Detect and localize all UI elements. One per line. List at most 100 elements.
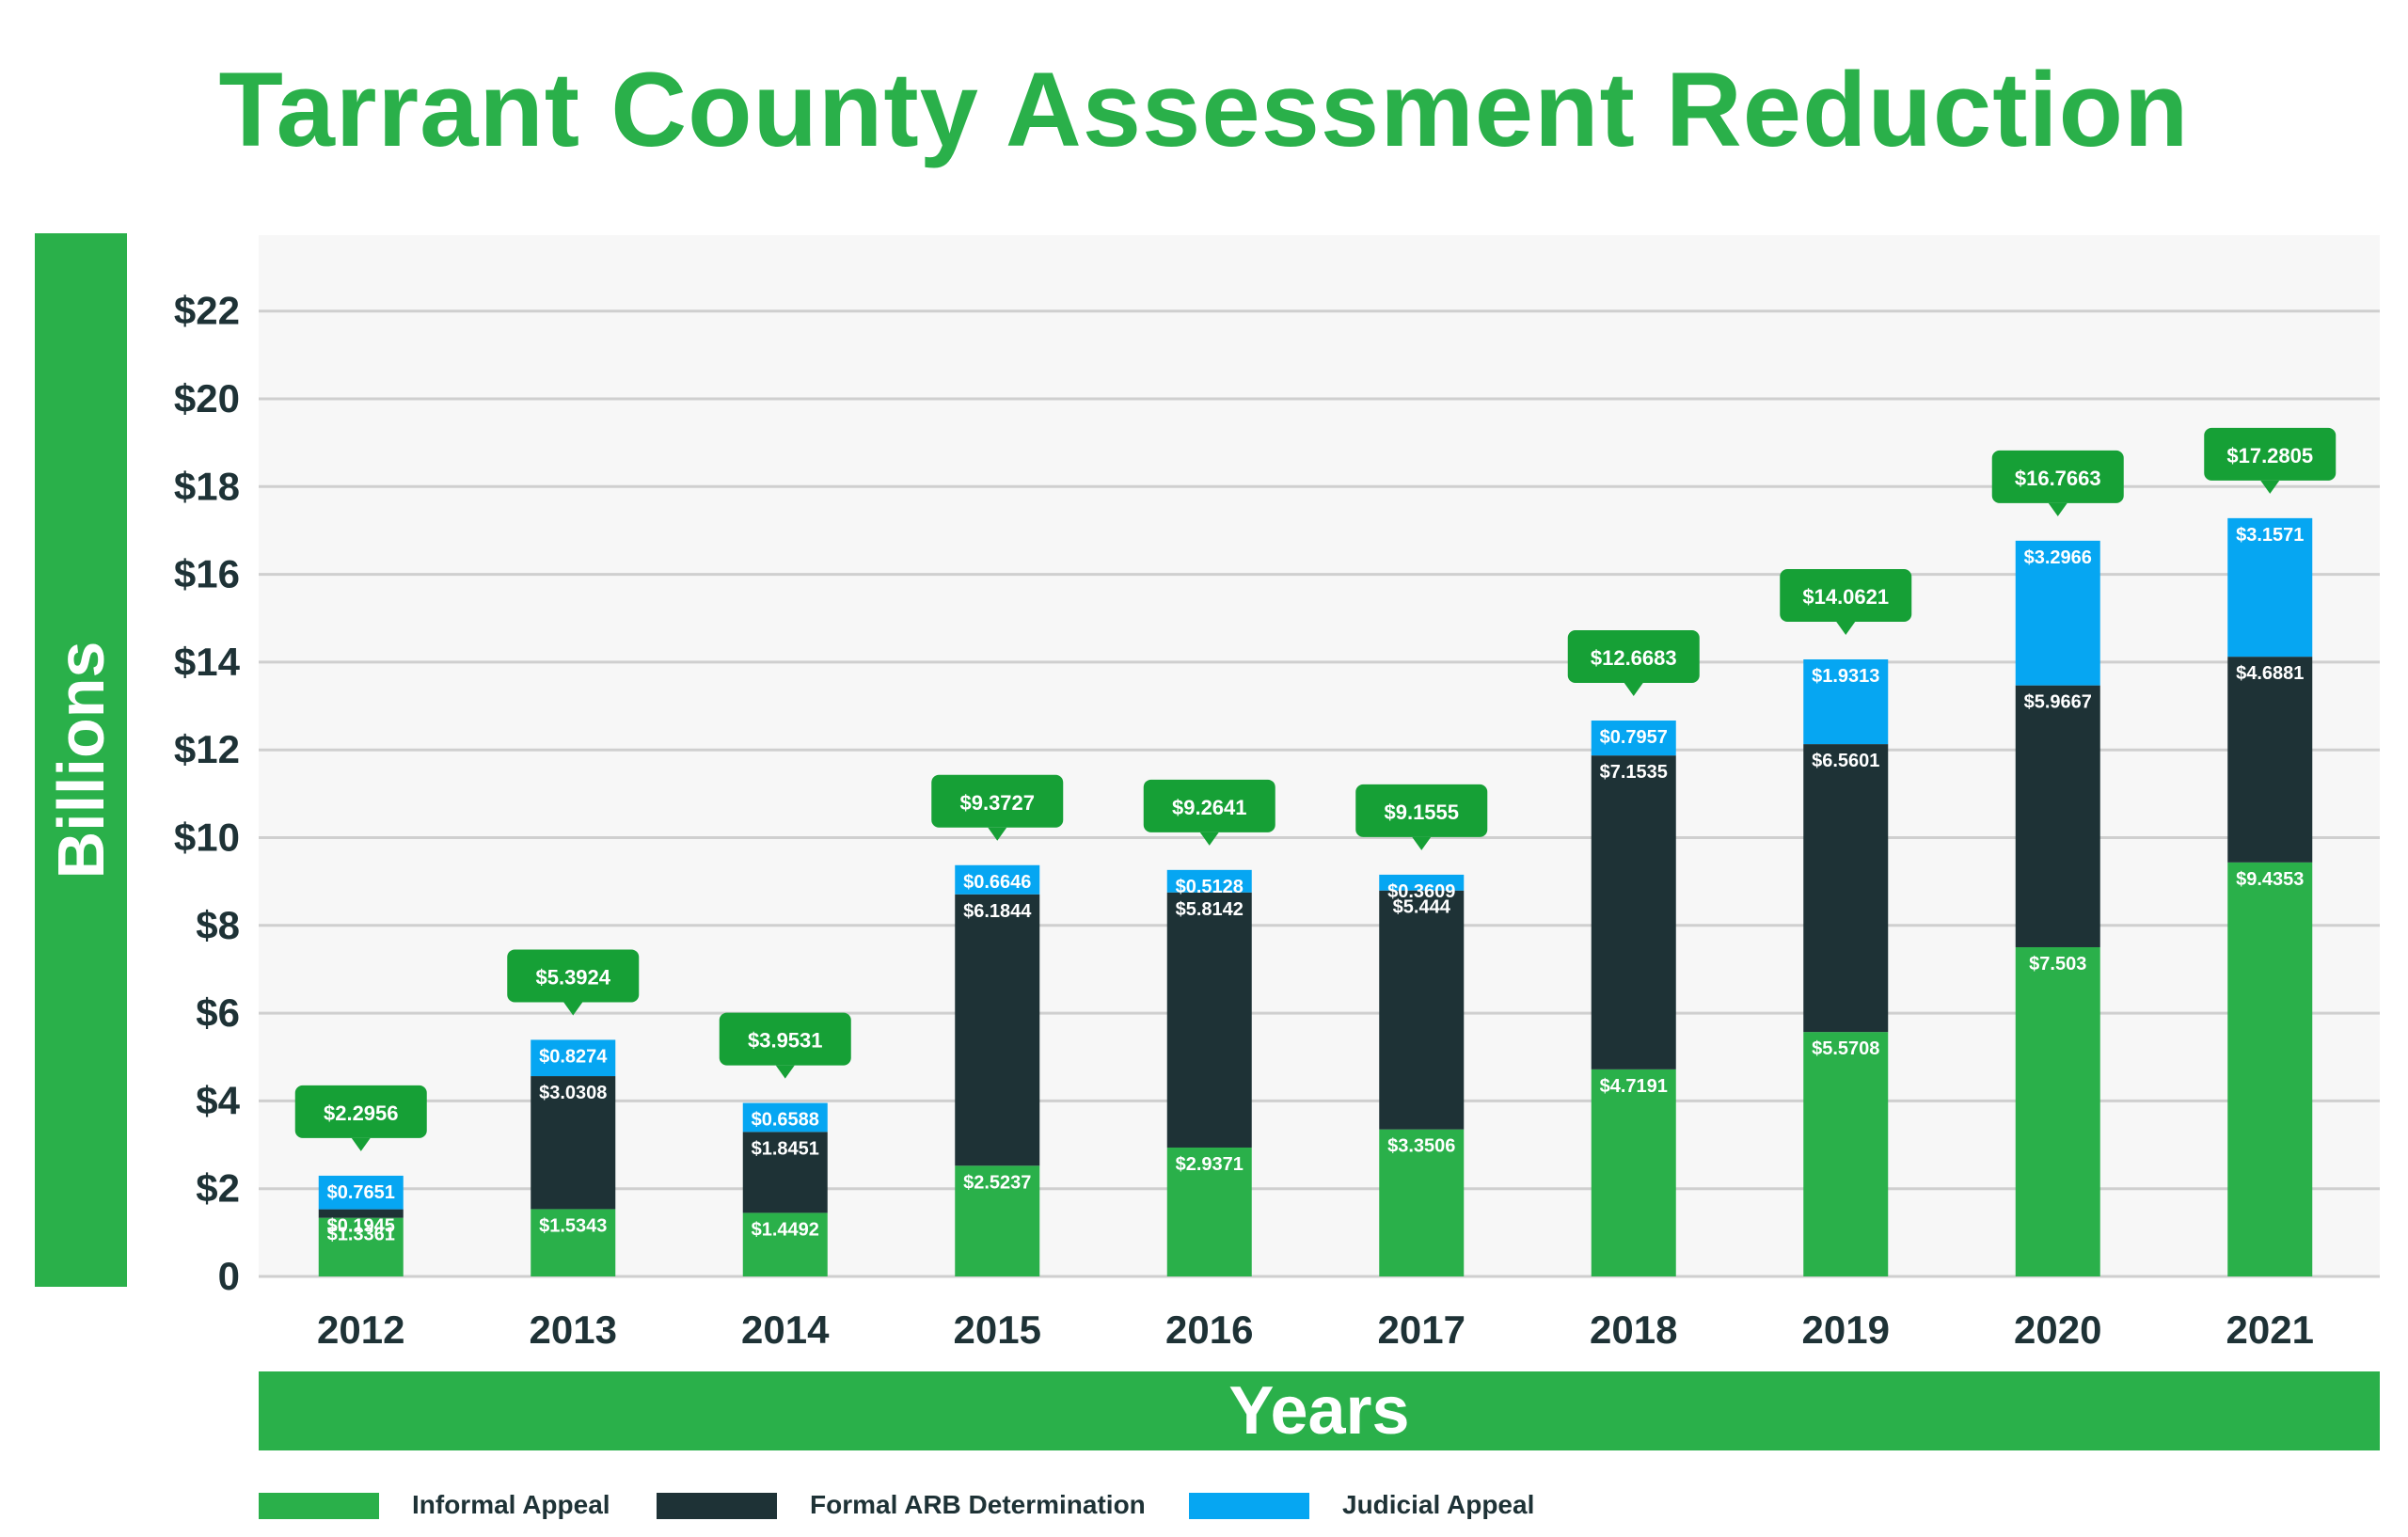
data-label-judicial-appeal: $3.2966 <box>2024 547 2092 568</box>
x-tick-label: 2018 <box>1590 1307 1677 1352</box>
total-callout <box>1143 779 1275 832</box>
x-tick-label: 2012 <box>317 1307 404 1352</box>
total-callout-pointer <box>563 1002 583 1016</box>
data-label-informal-appeal: $1.4492 <box>752 1219 819 1240</box>
y-tick-label: $10 <box>174 816 240 860</box>
total-callout-pointer <box>1199 832 1219 846</box>
bar-segment-informal-appeal <box>2227 862 2313 1276</box>
total-label: $9.3727 <box>959 791 1035 815</box>
y-axis-label-banner <box>35 233 127 1287</box>
y-tick-label: $2 <box>196 1166 240 1211</box>
data-label-formal-arb-determination: $5.444 <box>1393 897 1451 918</box>
bar-segment-formal-arb-determination <box>2227 657 2313 863</box>
y-tick-label: $6 <box>196 990 240 1035</box>
bar-segment-formal-arb-determination <box>1379 890 1465 1130</box>
x-tick-label: 2021 <box>2226 1307 2314 1352</box>
y-tick-label: $14 <box>174 640 241 684</box>
data-label-judicial-appeal: $0.8274 <box>539 1046 608 1067</box>
bar-segment-formal-arb-determination <box>531 1076 616 1210</box>
total-label: $3.9531 <box>748 1029 823 1053</box>
data-label-formal-arb-determination: $7.1535 <box>1600 762 1668 783</box>
data-label-informal-appeal: $5.5708 <box>1812 1038 1879 1059</box>
x-tick-label: 2016 <box>1165 1307 1253 1352</box>
data-label-formal-arb-determination: $6.1844 <box>963 901 1032 922</box>
data-label-informal-appeal: $2.5237 <box>963 1172 1031 1193</box>
total-label: $12.6683 <box>1591 646 1677 670</box>
data-label-formal-arb-determination: $6.5601 <box>1812 751 1879 771</box>
data-label-judicial-appeal: $0.7957 <box>1600 727 1668 748</box>
legend-label-informal-appeal: Informal Appeal <box>412 1490 610 1519</box>
y-tick-label: 0 <box>218 1254 240 1298</box>
bar-segment-judicial-appeal <box>2015 540 2100 686</box>
total-label: $9.2641 <box>1172 796 1247 819</box>
legend-swatch-judicial-appeal <box>1189 1493 1309 1519</box>
bar-segment-informal-appeal <box>2015 946 2100 1276</box>
data-label-judicial-appeal: $0.3609 <box>1387 881 1455 902</box>
total-callout <box>1355 784 1488 837</box>
bar-segment-judicial-appeal <box>2227 517 2313 658</box>
data-label-judicial-appeal: $0.6588 <box>752 1110 819 1131</box>
x-tick-label: 2019 <box>1802 1307 1890 1352</box>
data-label-formal-arb-determination: $5.9667 <box>2024 692 2092 713</box>
x-tick-label: 2014 <box>741 1307 830 1352</box>
bar-segment-informal-appeal <box>742 1212 828 1276</box>
total-callout-pointer <box>351 1137 371 1151</box>
total-label: $17.2805 <box>2226 444 2313 467</box>
total-callout-pointer <box>2048 502 2067 516</box>
data-label-judicial-appeal: $0.7651 <box>327 1182 395 1203</box>
bar-segment-informal-appeal <box>1379 1129 1465 1276</box>
y-tick-label: $12 <box>174 727 240 771</box>
total-label: $16.7663 <box>2015 467 2101 490</box>
data-label-judicial-appeal: $0.5128 <box>1176 877 1244 897</box>
data-label-formal-arb-determination: $3.0308 <box>539 1083 607 1103</box>
total-label: $9.1555 <box>1384 800 1459 824</box>
bar-segment-informal-appeal <box>1803 1032 1889 1276</box>
total-callout <box>2204 427 2337 481</box>
total-label: $5.3924 <box>535 965 610 989</box>
bar-segment-judicial-appeal <box>742 1102 828 1133</box>
bar-segment-formal-arb-determination <box>1803 744 1889 1033</box>
y-tick-label: $16 <box>174 552 240 596</box>
bar-segment-judicial-appeal <box>318 1175 404 1210</box>
total-callout-pointer <box>2260 480 2280 494</box>
data-label-informal-appeal: $2.9371 <box>1176 1154 1244 1175</box>
data-label-informal-appeal: $3.3506 <box>1387 1136 1455 1157</box>
total-callout <box>1567 630 1700 684</box>
data-label-judicial-appeal: $1.9313 <box>1812 666 1879 687</box>
data-label-formal-arb-determination: $0.1945 <box>327 1216 395 1237</box>
bar-segment-formal-arb-determination <box>318 1209 404 1218</box>
total-callout <box>1780 568 1912 622</box>
bar-segment-formal-arb-determination <box>1166 892 1252 1148</box>
bar-segment-judicial-appeal <box>531 1039 616 1077</box>
x-tick-label: 2013 <box>530 1307 617 1352</box>
total-callout-pointer <box>988 827 1007 841</box>
data-label-informal-appeal: $1.5343 <box>539 1215 607 1236</box>
y-tick-label: $8 <box>196 903 240 947</box>
total-callout <box>931 774 1064 828</box>
bar-segment-informal-appeal <box>318 1217 404 1276</box>
data-label-informal-appeal: $9.4353 <box>2236 869 2304 890</box>
bar-segment-formal-arb-determination <box>742 1132 828 1213</box>
x-tick-label: 2015 <box>954 1307 1041 1352</box>
bar-segment-formal-arb-determination <box>1591 755 1676 1070</box>
total-label: $2.2956 <box>324 1101 399 1125</box>
legend-label-judicial-appeal: Judicial Appeal <box>1342 1490 1535 1519</box>
data-label-formal-arb-determination: $4.6881 <box>2236 663 2304 684</box>
chart-title: Tarrant County Assessment Reduction <box>218 51 2190 168</box>
x-tick-label: 2017 <box>1378 1307 1465 1352</box>
bar-segment-formal-arb-determination <box>2015 685 2100 947</box>
total-callout <box>507 949 640 1003</box>
total-callout <box>1991 450 2124 503</box>
total-callout <box>719 1012 851 1066</box>
data-label-informal-appeal: $7.503 <box>2029 954 2086 974</box>
bar-segment-judicial-appeal <box>1166 869 1252 893</box>
total-callout-pointer <box>1412 836 1432 850</box>
total-callout <box>294 1085 427 1138</box>
legend-swatch-informal-appeal <box>259 1493 379 1519</box>
bar-segment-judicial-appeal <box>1591 721 1676 756</box>
bar-segment-informal-appeal <box>1591 1069 1676 1276</box>
total-label: $14.0621 <box>1802 585 1889 609</box>
bar-segment-informal-appeal <box>955 1165 1040 1276</box>
bar-segment-formal-arb-determination <box>955 894 1040 1166</box>
